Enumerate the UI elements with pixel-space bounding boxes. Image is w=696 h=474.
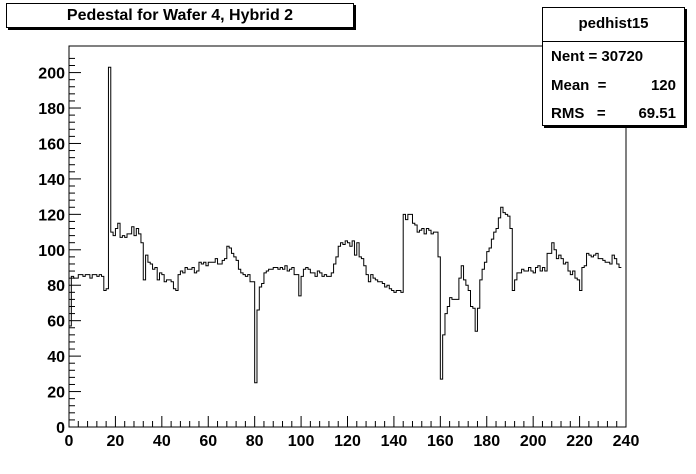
stats-mean-value: 120 (650, 77, 676, 94)
stats-box: pedhist15 Nent = 30720 Mean = 120 RMS = … (542, 7, 685, 126)
stats-nent-row: Nent = 30720 (551, 48, 676, 65)
chart-title: Pedestal for Wafer 4, Hybrid 2 (6, 3, 354, 28)
y-axis: 0 20 40 60 80 100 120 140 160 180 200 (38, 57, 81, 437)
x-tick-label: 20 (107, 433, 125, 450)
y-tick-label: 100 (38, 243, 65, 260)
y-tick-label: 0 (56, 420, 65, 437)
y-tick-label: 20 (47, 385, 65, 402)
x-tick-label: 180 (473, 433, 500, 450)
stats-mean-label: Mean = (551, 77, 607, 94)
x-tick-label: 160 (427, 433, 454, 450)
y-tick-label: 40 (47, 349, 65, 366)
stats-rms-row: RMS = 69.51 (551, 105, 676, 122)
x-tick-label: 200 (520, 433, 547, 450)
stats-divider (543, 41, 684, 42)
x-tick-label: 220 (566, 433, 593, 450)
stats-nent: Nent = 30720 (551, 48, 644, 65)
x-tick-label: 140 (381, 433, 408, 450)
x-tick-label: 0 (65, 433, 74, 450)
histogram-line (69, 66, 622, 384)
x-tick-label: 60 (199, 433, 217, 450)
y-tick-label: 60 (47, 314, 65, 331)
stats-mean-row: Mean = 120 (551, 77, 676, 94)
stats-rms-value: 69.51 (638, 105, 676, 122)
x-tick-label: 240 (613, 433, 640, 450)
y-tick-label: 160 (38, 136, 65, 153)
y-tick-label: 140 (38, 172, 65, 189)
stats-rms-label: RMS = (551, 105, 606, 122)
y-tick-label: 200 (38, 66, 65, 83)
x-tick-label: 40 (153, 433, 171, 450)
x-axis: 0 20 40 60 80 100 120 140 160 180 200 220 240 (65, 416, 640, 450)
x-tick-label: 120 (334, 433, 361, 450)
y-tick-label: 120 (38, 207, 65, 224)
y-tick-label: 180 (38, 101, 65, 118)
stats-histogram-name: pedhist15 (578, 15, 649, 32)
x-tick-label: 80 (246, 433, 264, 450)
x-tick-label: 100 (288, 433, 315, 450)
y-tick-label: 80 (47, 278, 65, 295)
